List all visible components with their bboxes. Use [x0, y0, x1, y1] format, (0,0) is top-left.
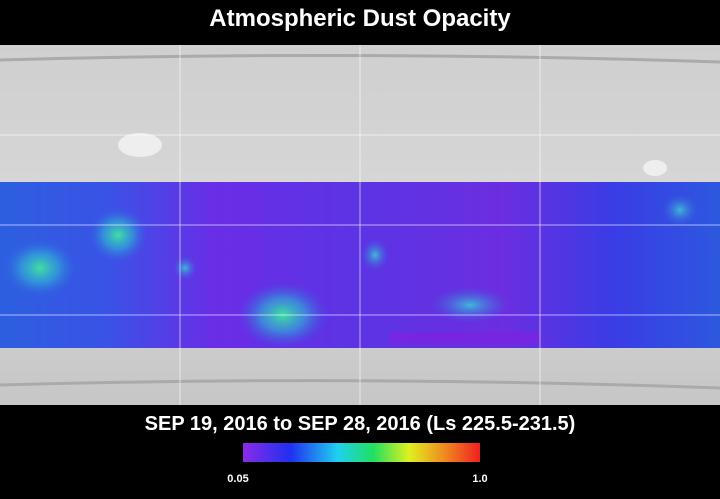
- volcano: [118, 133, 162, 157]
- dust-strip: [390, 332, 540, 344]
- colorbar: [243, 443, 480, 462]
- dust-spot: [361, 239, 389, 271]
- dust-spot: [2, 238, 78, 298]
- colorbar-max: 1.0: [472, 473, 487, 485]
- dust-spot: [88, 207, 148, 263]
- colorbar-min: 0.05: [227, 473, 248, 485]
- map: [0, 45, 720, 405]
- dust-spot: [430, 287, 510, 323]
- date-range: SEP 19, 2016 to SEP 28, 2016 (Ls 225.5-2…: [145, 413, 576, 435]
- volcano: [643, 160, 667, 176]
- title: Atmospheric Dust Opacity: [209, 5, 511, 32]
- dust-spot: [662, 194, 698, 226]
- grid: [0, 45, 720, 405]
- dust-spot: [173, 256, 197, 280]
